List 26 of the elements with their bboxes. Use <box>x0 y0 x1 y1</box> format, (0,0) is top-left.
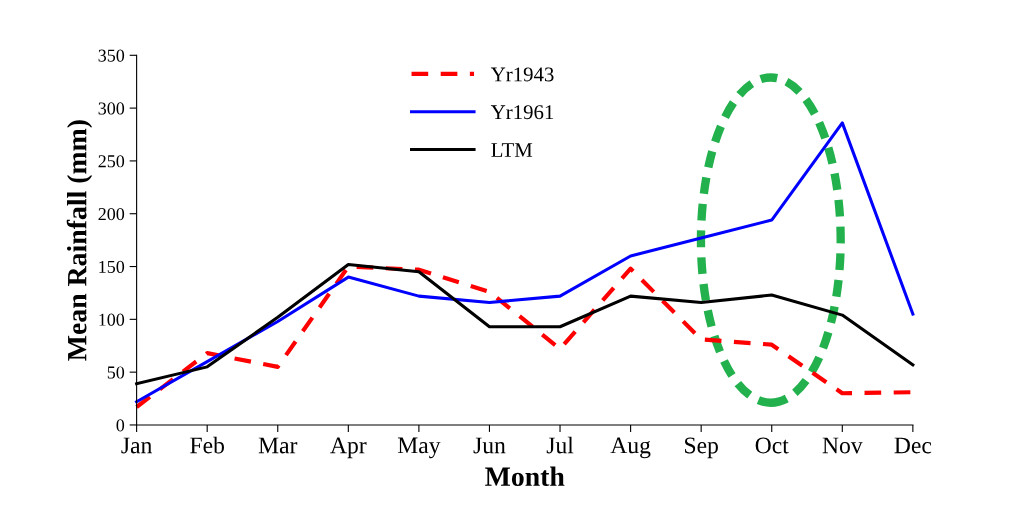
y-axis-title: Mean Rainfall (mm) <box>66 120 93 361</box>
x-tick-label: Jun <box>473 437 506 454</box>
legend-label: Yr1943 <box>490 67 554 82</box>
legend-label: LTM <box>491 143 533 157</box>
x-tick-label: Apr <box>330 437 367 459</box>
x-tick-label: Oct <box>755 437 789 454</box>
x-tick-label: May <box>397 437 441 459</box>
x-tick-label: Sep <box>685 437 718 459</box>
y-tick-label: 200 <box>98 207 125 221</box>
x-tick-label: Mar <box>258 437 298 454</box>
legend-label: Yr1961 <box>490 105 554 120</box>
x-tick-label: Jul <box>546 436 574 454</box>
y-tick-label: 250 <box>98 155 125 168</box>
y-tick-label: 0 <box>116 419 125 432</box>
y-tick-label: 100 <box>99 313 125 326</box>
x-tick-label: Aug <box>610 437 651 459</box>
x-tick-label: Jan <box>121 437 152 454</box>
y-tick-label: 150 <box>99 260 125 273</box>
y-tick-label: 300 <box>98 102 125 115</box>
y-tick-label: 50 <box>107 366 125 379</box>
line-series <box>135 121 915 404</box>
x-tick-label: Dec <box>894 437 932 454</box>
x-tick-label: Nov <box>822 437 863 454</box>
x-axis-title: Month <box>485 466 565 487</box>
x-tick-label: Feb <box>190 436 224 454</box>
y-tick-label: 350 <box>98 49 125 62</box>
